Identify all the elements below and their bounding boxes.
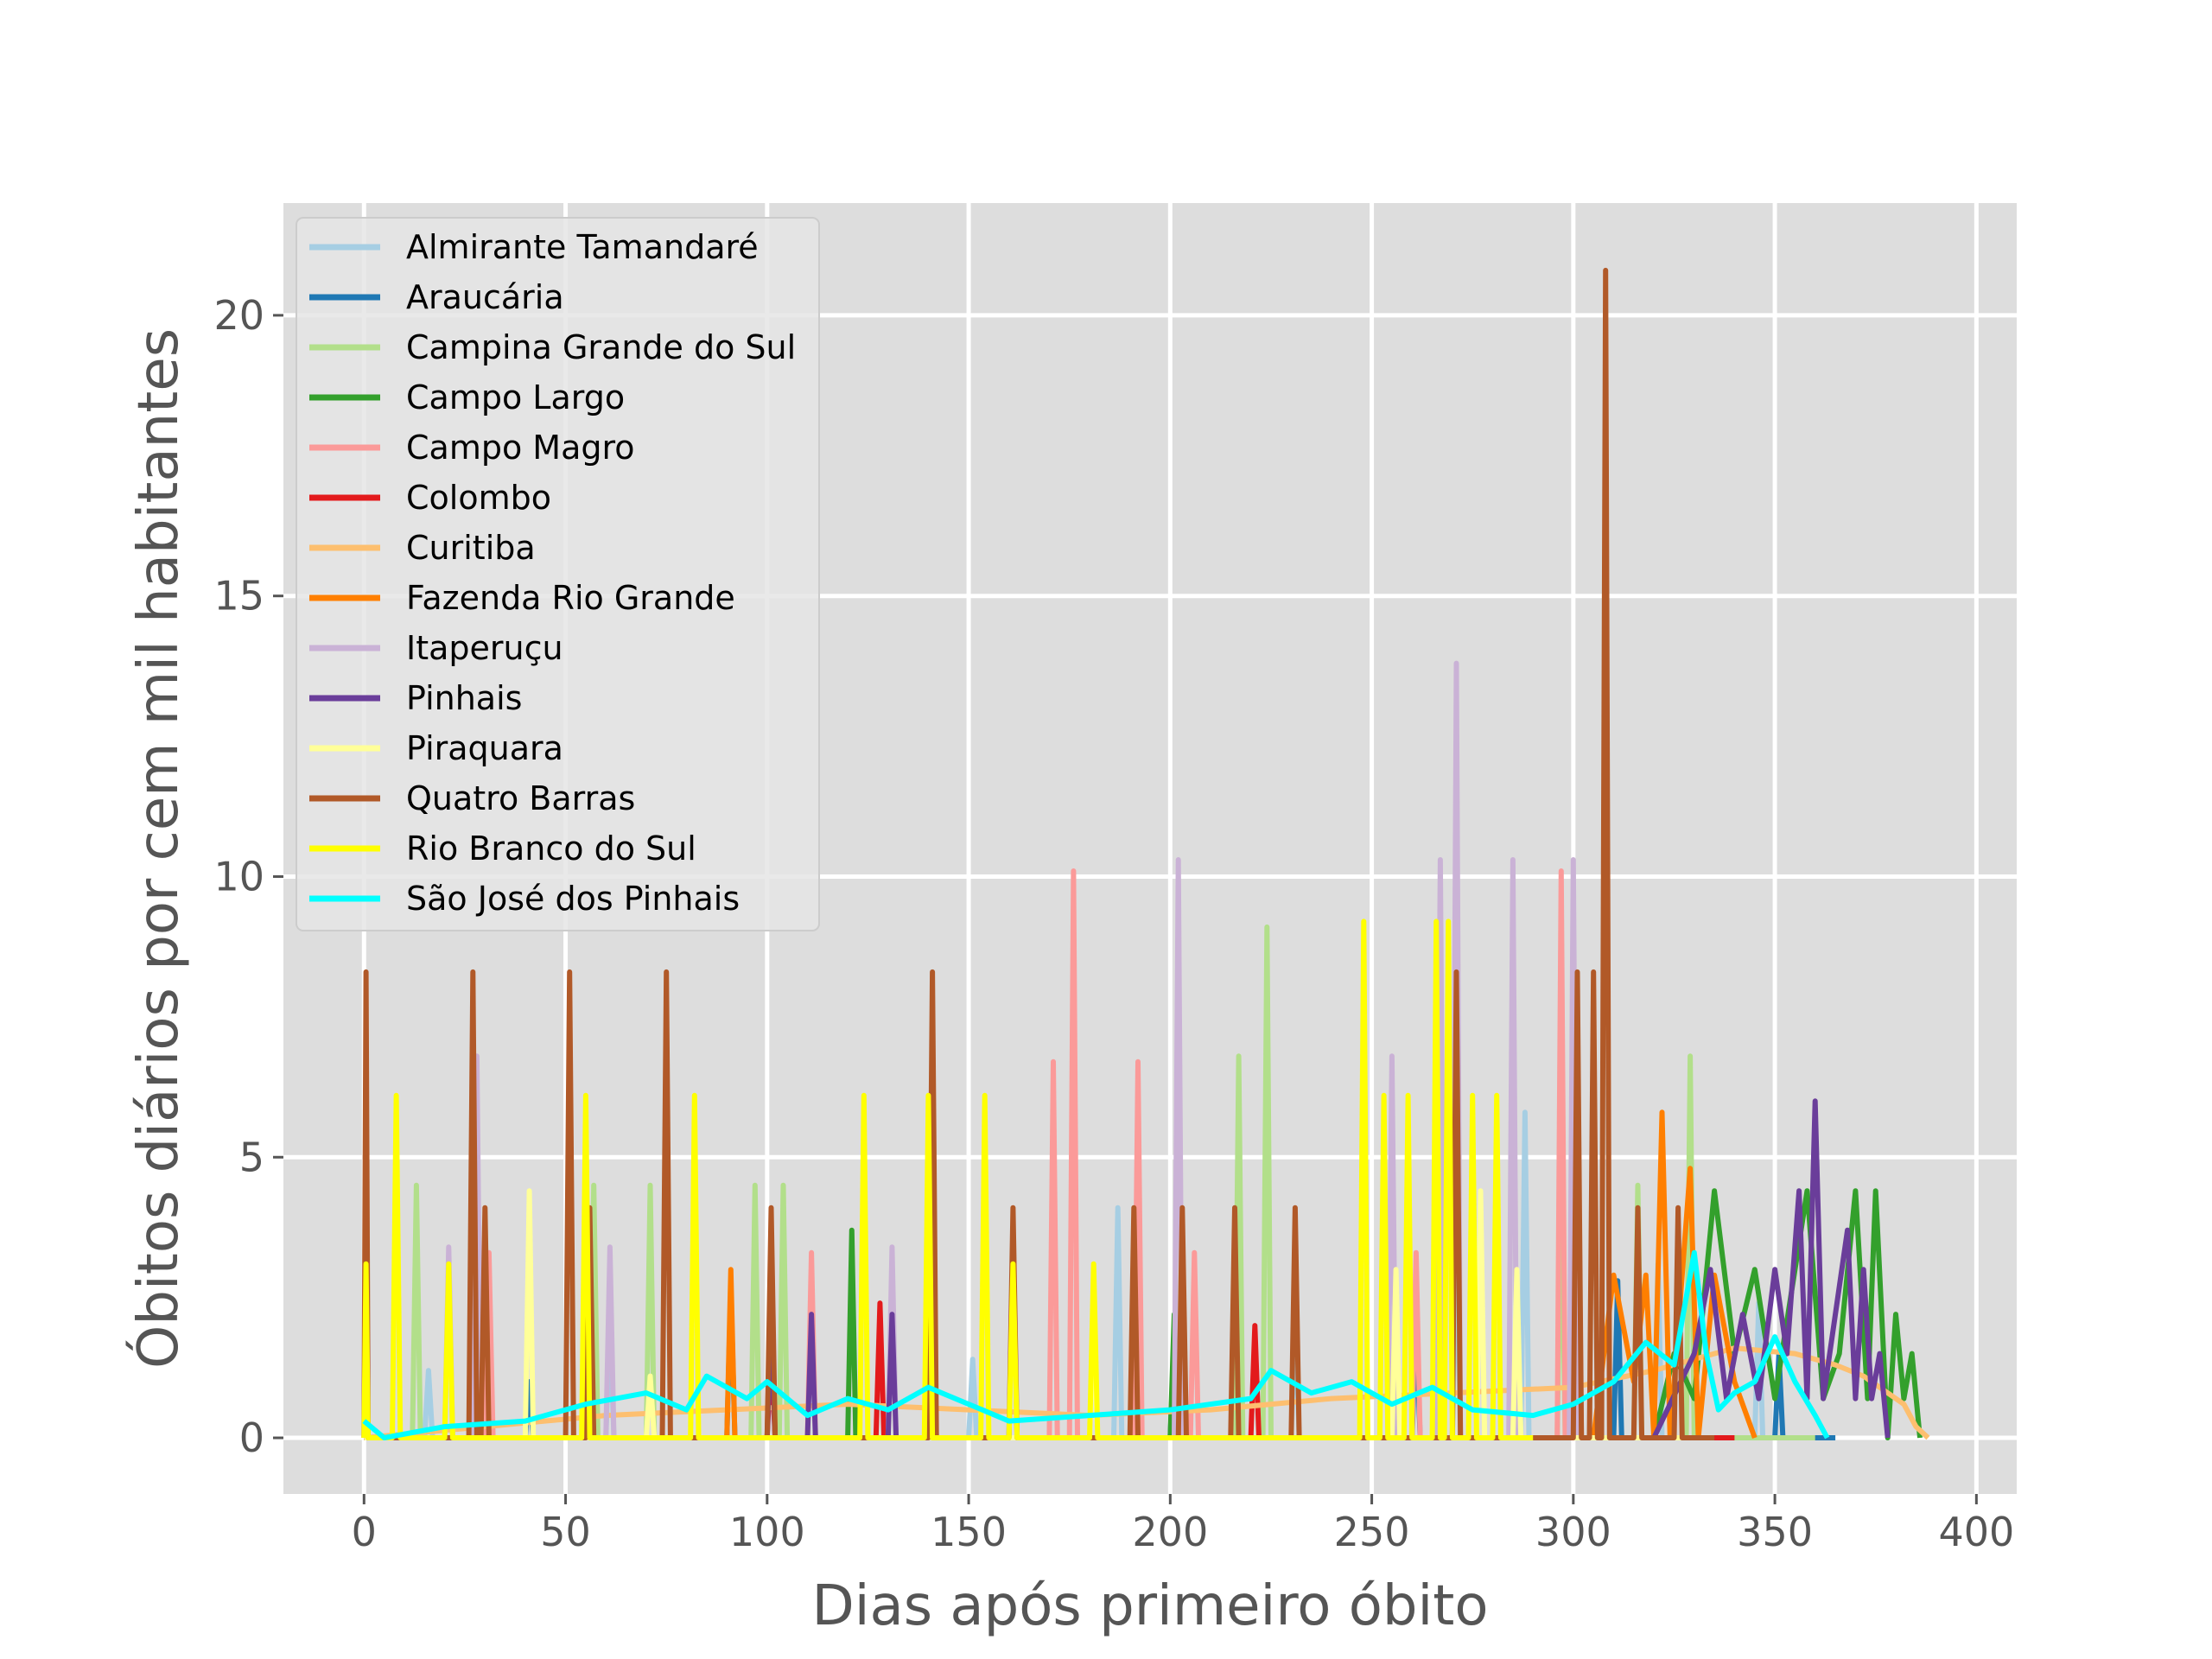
y-tick-label: 20 [213,292,264,339]
series-line-11 [361,267,1715,1440]
x-tick-label: 150 [931,1509,1007,1555]
legend: Almirante Tamandaré Araucária Campina Gran… [296,217,820,931]
y-tick-label: 0 [239,1414,264,1461]
legend-entry: Colombo [406,479,551,517]
series-line-9 [364,1098,1891,1440]
x-tick-label: 200 [1132,1509,1208,1555]
legend-entry: Quatro Barras [406,779,635,817]
legend-entry: Pinhais [406,679,522,717]
series-lines [361,267,1930,1440]
legend-entry: Piraquara [406,729,563,767]
y-axis-label: Óbitos diários por cem mil habitantes [125,328,191,1369]
legend-entry: São José dos Pinhais [406,880,740,918]
x-tick-label: 300 [1535,1509,1611,1555]
legend-entry: Itaperuçu [406,629,563,667]
x-tick-label: 400 [1938,1509,2014,1555]
y-tick-label: 15 [213,573,264,620]
legend-box [296,217,820,931]
x-tick-label: 0 [352,1509,377,1555]
x-axis-label: Dias após primeiro óbito [811,1574,1488,1638]
legend-entry: Campo Largo [406,378,625,416]
legend-entry: Curitiba [406,529,536,567]
legend-entry: Campo Magro [406,429,635,467]
series-line-13 [362,1249,1830,1440]
legend-entry: Campina Grande do Sul [406,328,796,366]
x-tick-label: 50 [540,1509,591,1555]
legend-entry: Fazenda Rio Grande [406,579,735,617]
series-line-12 [361,918,1534,1440]
legend-entry: Rio Branco do Sul [406,830,696,868]
x-tick-label: 350 [1737,1509,1813,1555]
y-tick-label: 5 [239,1134,264,1180]
y-ticks: 0 5 10 15 20 [213,292,283,1461]
legend-entry: Araucária [406,278,564,316]
x-tick-label: 250 [1334,1509,1410,1555]
y-tick-label: 10 [213,853,264,899]
x-tick-label: 100 [729,1509,805,1555]
x-ticks: 0 50 100 150 200 250 300 350 400 [352,1494,2014,1555]
legend-entry: Almirante Tamandaré [406,228,759,266]
